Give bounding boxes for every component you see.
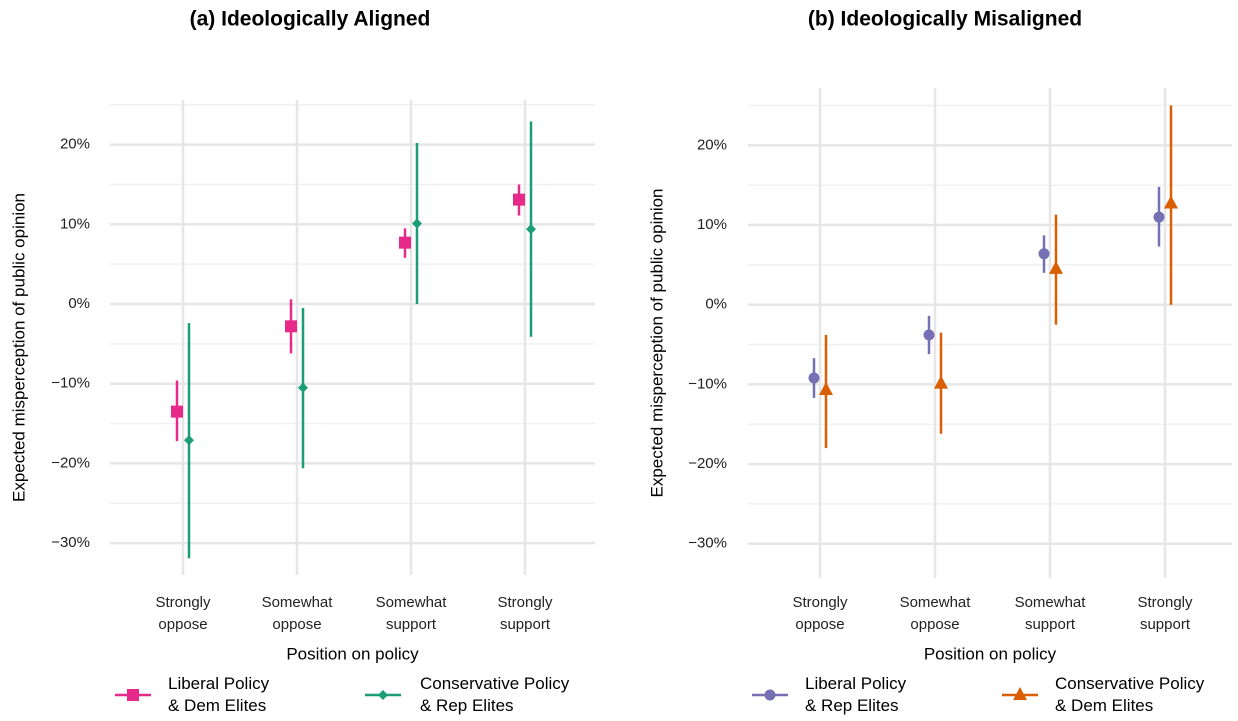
legend-label: Conservative Policy & Dem Elites (1055, 674, 1205, 715)
point (1013, 687, 1027, 700)
y-tick-label: −10% (51, 375, 90, 392)
point (171, 405, 183, 418)
point (513, 193, 525, 206)
legend-label: Liberal Policy & Dem Elites (168, 674, 270, 715)
point (1049, 260, 1063, 274)
x-tick-label: Strongly support (497, 594, 553, 633)
point (298, 382, 308, 393)
x-axis-title: Position on policy (924, 644, 1057, 663)
y-tick-label: 10% (697, 216, 727, 233)
point (526, 224, 536, 235)
x-axis-title: Position on policy (286, 644, 419, 663)
x-tick-label: Strongly oppose (155, 594, 211, 633)
point (285, 320, 297, 333)
point (1038, 248, 1050, 260)
point (399, 236, 411, 249)
x-tick-label: Somewhat oppose (900, 594, 972, 633)
y-tick-label: −20% (688, 455, 727, 472)
point (764, 689, 776, 701)
point (184, 435, 194, 446)
legend-label: Conservative Policy & Rep Elites (420, 674, 570, 715)
x-tick-label: Strongly support (1137, 594, 1193, 633)
chart-title: (a) Ideologically Aligned (190, 8, 431, 31)
legend-label: Liberal Policy & Rep Elites (805, 674, 907, 715)
point (1164, 195, 1178, 209)
chart-title: (b) Ideologically Misaligned (808, 8, 1082, 31)
point (819, 381, 833, 395)
point (378, 690, 388, 700)
x-tick-label: Somewhat oppose (262, 594, 334, 633)
y-axis-title: Expected misperception of public opinion (9, 193, 28, 502)
y-tick-label: 0% (705, 296, 727, 313)
y-tick-label: 10% (60, 215, 90, 232)
x-tick-label: Strongly oppose (792, 594, 848, 633)
x-tick-label: Somewhat support (376, 594, 448, 633)
y-tick-label: −10% (688, 375, 727, 392)
y-tick-label: −30% (688, 535, 727, 552)
point (1153, 211, 1165, 223)
point (127, 689, 139, 701)
y-axis-title: Expected misperception of public opinion (647, 188, 666, 497)
y-tick-label: −20% (51, 454, 90, 471)
point (808, 372, 820, 384)
y-tick-label: 20% (60, 136, 90, 153)
y-tick-label: 0% (68, 295, 90, 312)
y-tick-label: −30% (51, 534, 90, 551)
y-tick-label: 20% (697, 136, 727, 153)
point (412, 218, 422, 229)
point (923, 329, 935, 341)
point (934, 375, 948, 389)
x-tick-label: Somewhat support (1015, 594, 1087, 633)
